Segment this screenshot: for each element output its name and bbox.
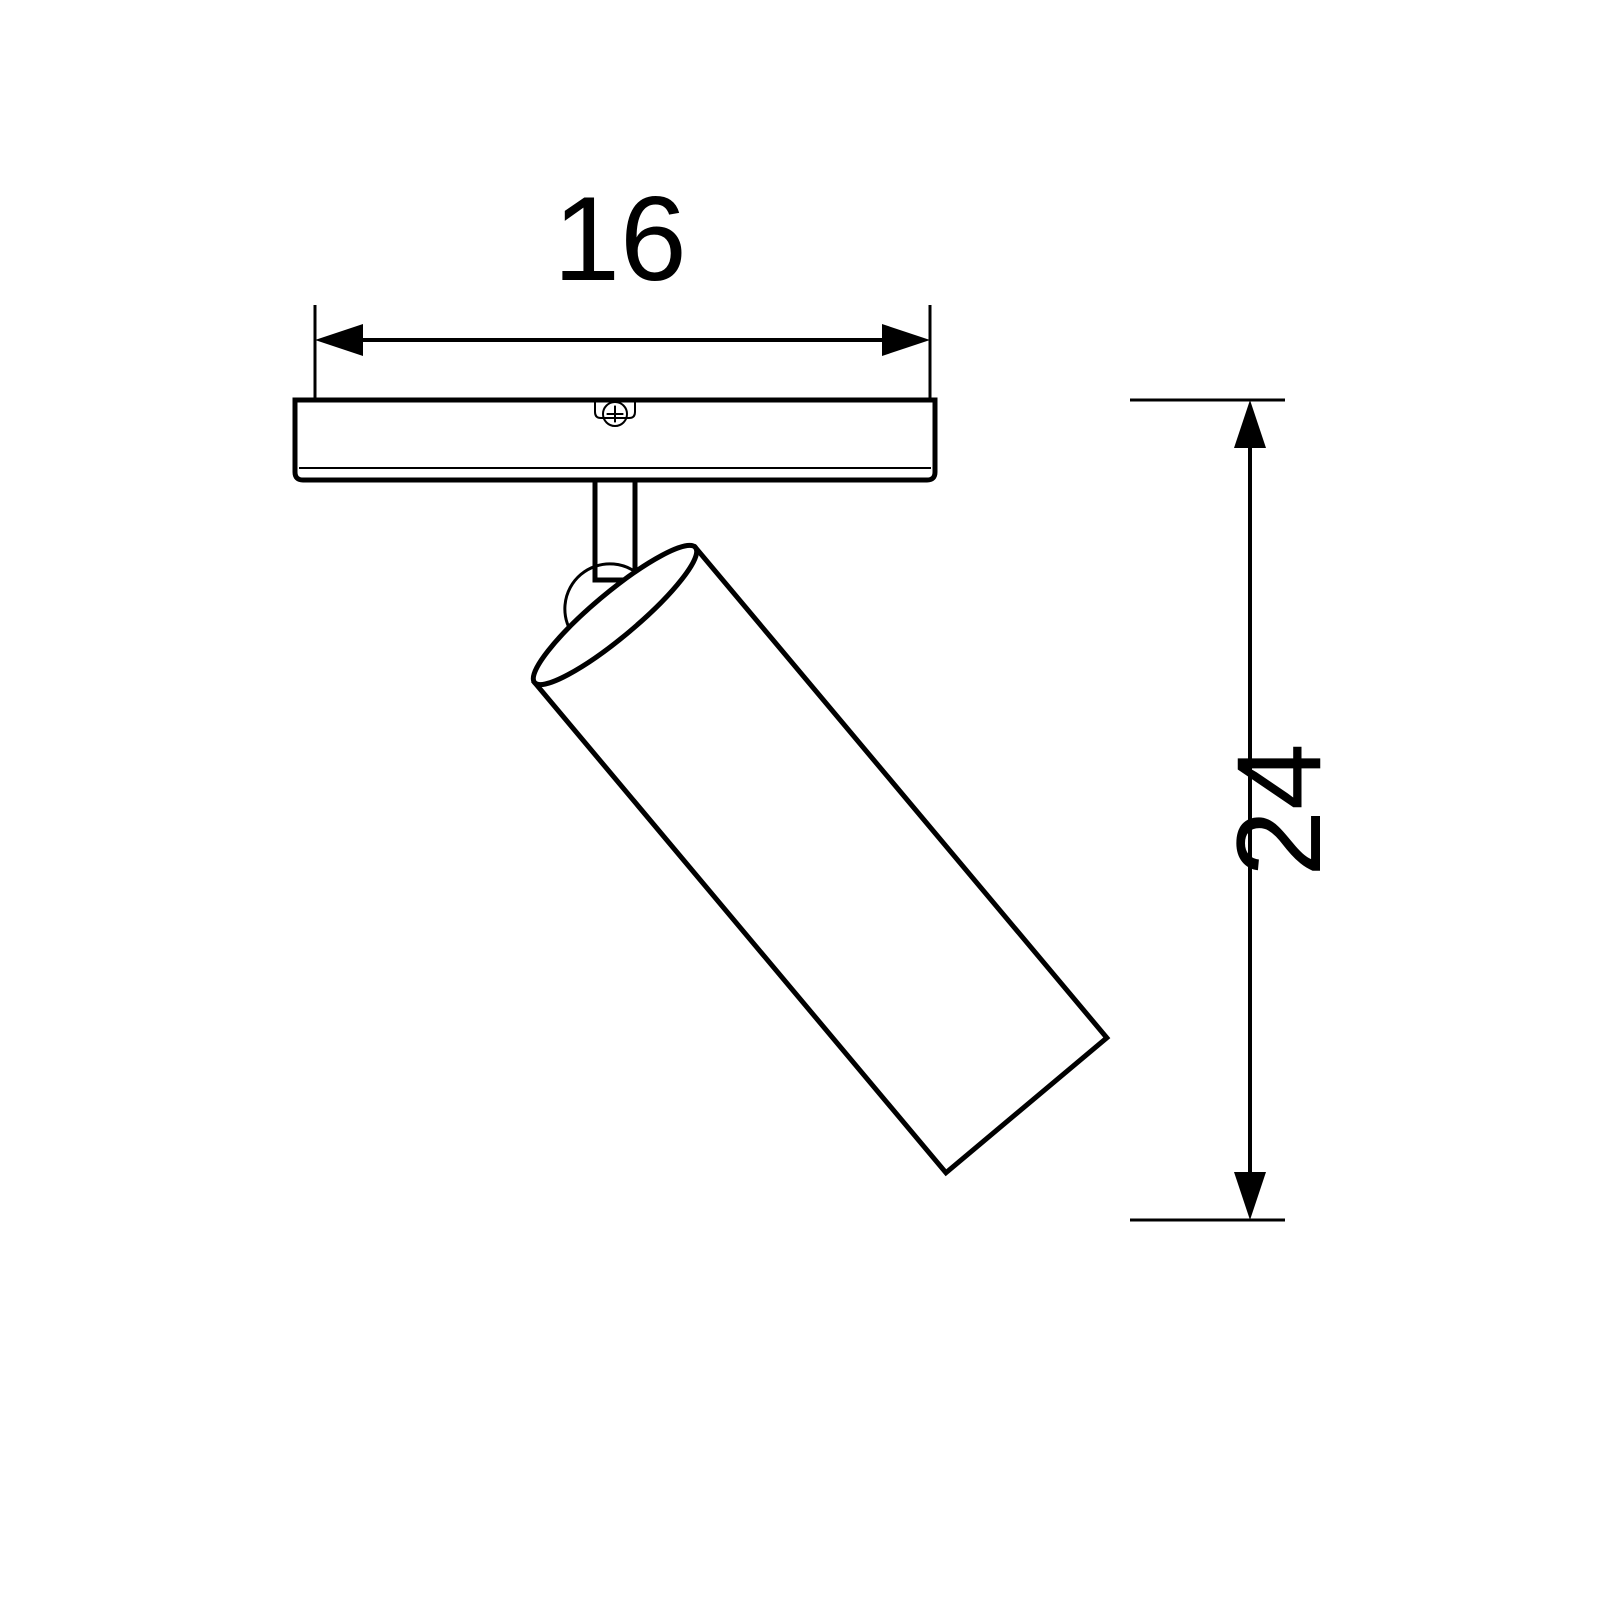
technical-diagram: 16 24 [0, 0, 1600, 1600]
base-plate [295, 400, 935, 480]
spotlight-head-group [500, 507, 1106, 1173]
dimension-width-label: 16 [553, 172, 686, 306]
dimension-width: 16 [315, 172, 930, 400]
dimension-height: 24 [1130, 400, 1346, 1220]
dimension-height-label: 24 [1212, 743, 1346, 876]
